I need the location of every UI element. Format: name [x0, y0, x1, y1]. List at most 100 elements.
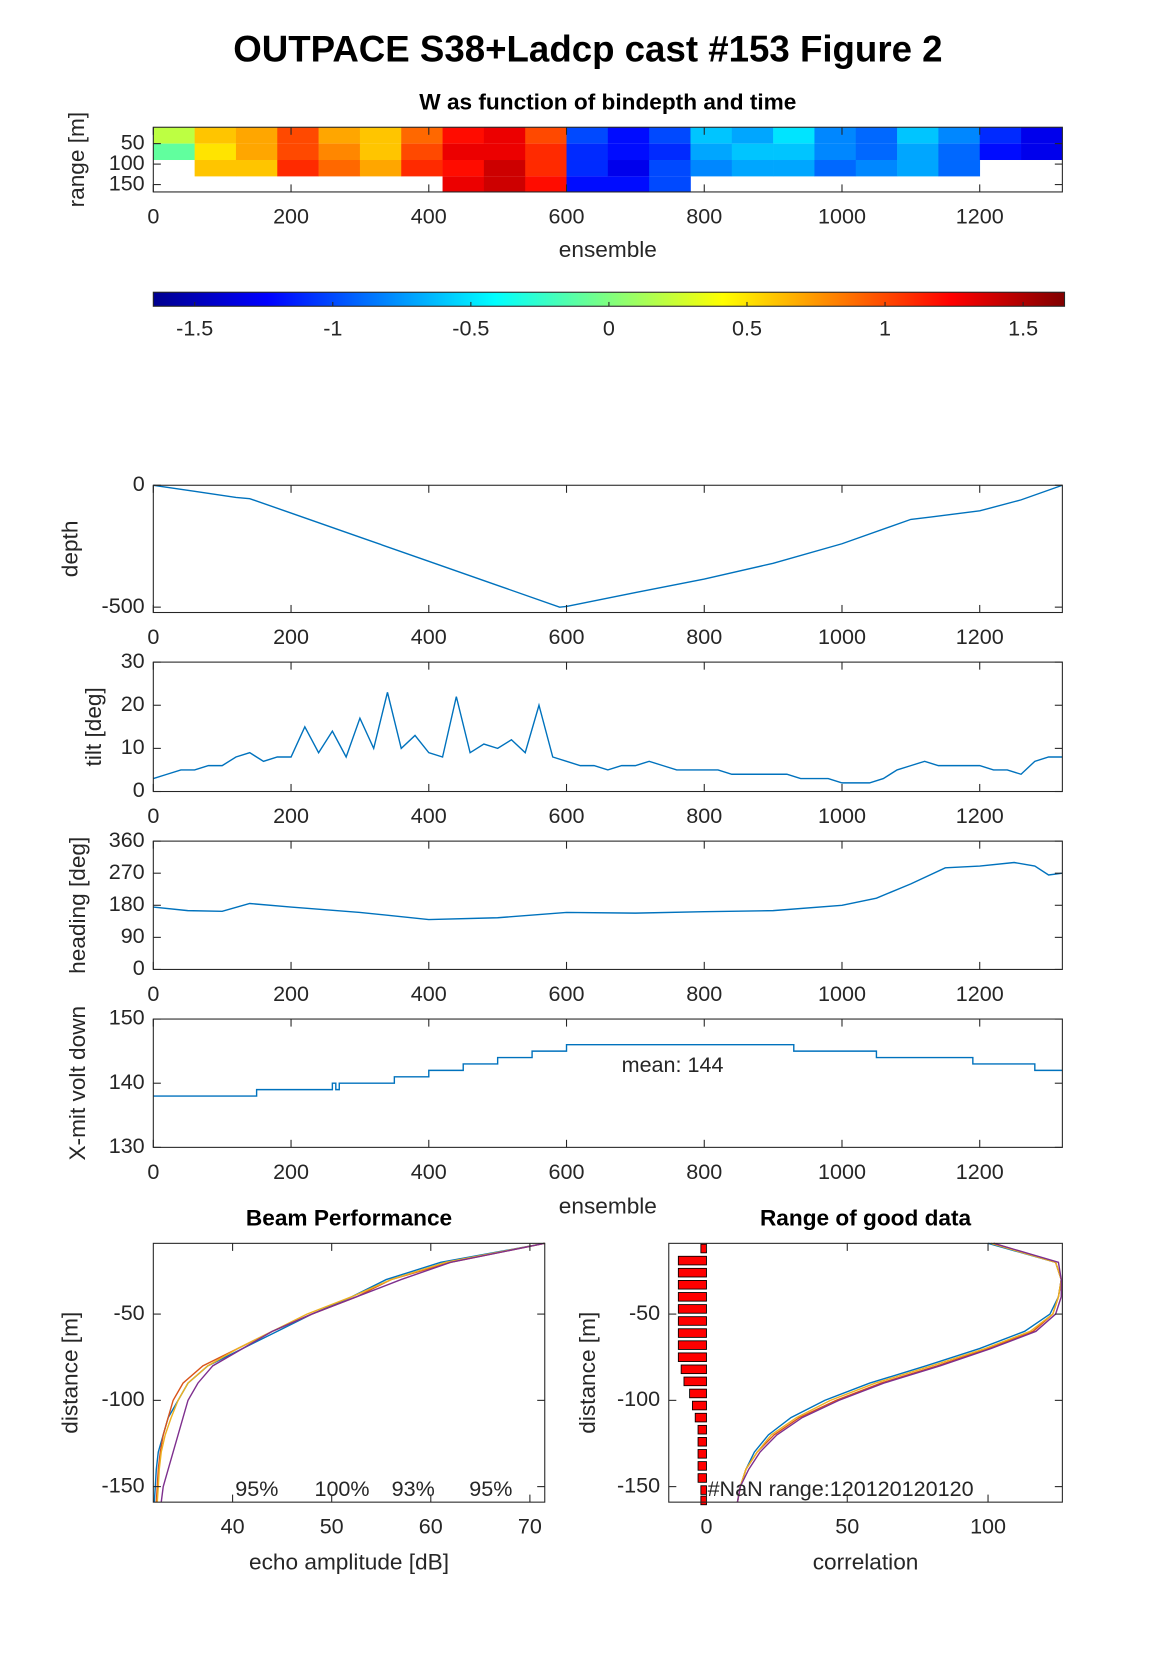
x-tick-label: 50: [835, 1514, 859, 1539]
heatmap-cell: [566, 160, 609, 177]
y-tick-label: 0: [133, 777, 145, 802]
x-tick-label: 200: [273, 1159, 309, 1184]
heatmap-cell: [277, 160, 319, 177]
heatmap-cell: [318, 160, 361, 177]
y-tick-label: 0: [133, 955, 145, 980]
heatmap-cell: [442, 143, 485, 161]
heatmap-cell: [401, 127, 443, 144]
heatmap-cell: [938, 160, 981, 177]
y-axis-label: heading [deg]: [65, 837, 90, 974]
heatmap-cell: [690, 160, 733, 177]
nan-bar: [697, 1449, 707, 1459]
x-axis-label: ensemble: [559, 237, 657, 262]
x-tick-label: 800: [686, 981, 722, 1006]
heatmap-cell: [483, 143, 526, 161]
heatmap-cell: [359, 127, 402, 144]
x-tick-label: 200: [273, 624, 309, 649]
x-tick-label: 600: [549, 204, 585, 229]
y-tick-label: 150: [109, 170, 145, 195]
heatmap-cell: [690, 143, 733, 161]
x-tick-label: 1000: [818, 624, 866, 649]
heatmap-cell: [194, 127, 237, 144]
x-tick-label: 1200: [956, 204, 1004, 229]
nan-bar: [697, 1461, 707, 1471]
heatmap-cell: [318, 127, 361, 144]
y-tick-label: -50: [629, 1300, 660, 1325]
x-tick-label: 800: [686, 803, 722, 828]
heatmap-cell: [235, 127, 278, 144]
x-tick-label: 1000: [818, 204, 866, 229]
beam-annotation: 93%: [392, 1476, 435, 1501]
heatmap-cell: [483, 176, 526, 192]
x-tick-label: 200: [273, 803, 309, 828]
heatmap-cell: [442, 127, 485, 144]
axes-frame: [152, 484, 1063, 614]
y-tick-label: 360: [109, 827, 145, 852]
beam-annotation: 95%: [469, 1476, 512, 1501]
heatmap-cell: [194, 143, 237, 161]
x-tick-label: 400: [411, 803, 447, 828]
y-tick-label: 270: [109, 859, 145, 884]
heatmap-cell: [897, 143, 939, 161]
x-tick-label: 200: [273, 981, 309, 1006]
x-tick-label: 1000: [818, 981, 866, 1006]
x-tick-label: 400: [411, 624, 447, 649]
nan-bar: [700, 1495, 707, 1506]
x-tick-label: 0: [147, 624, 159, 649]
heatmap-cell: [814, 143, 857, 161]
colorbar-tick-label: -1.5: [176, 316, 213, 341]
x-tick-label: 70: [518, 1514, 542, 1539]
x-tick-label: 800: [686, 1159, 722, 1184]
heatmap-cell: [607, 176, 650, 192]
x-axis-label: correlation: [813, 1550, 919, 1575]
heatmap-cell: [855, 127, 898, 144]
heatmap-cell: [277, 143, 319, 161]
nan-bar: [677, 1292, 707, 1302]
heatmap-cell: [359, 160, 402, 177]
heatmap-cell: [401, 160, 443, 177]
nan-bar: [677, 1304, 707, 1314]
y-axis-label: X-mit volt down: [65, 1006, 90, 1161]
heatmap-cell: [649, 176, 691, 192]
heatmap-cell: [814, 127, 857, 144]
y-axis-label: range [m]: [64, 112, 89, 208]
series-line: [160, 1242, 545, 1503]
heatmap-cell: [277, 127, 319, 144]
y-axis-label: distance [m]: [575, 1312, 600, 1434]
y-axis-label: depth: [57, 521, 82, 578]
x-tick-label: 1200: [956, 981, 1004, 1006]
heatmap-cell: [607, 143, 650, 161]
x-tick-label: 400: [411, 981, 447, 1006]
heatmap-cell: [235, 160, 278, 177]
x-tick-label: 0: [147, 803, 159, 828]
heatmap-cell: [938, 143, 981, 161]
heatmap-cell: [855, 160, 898, 177]
x-tick-label: 400: [411, 204, 447, 229]
x-tick-label: 600: [549, 981, 585, 1006]
nan-bar: [677, 1328, 707, 1338]
colorbar-tick-label: 1.5: [1008, 316, 1038, 341]
x-tick-label: 0: [147, 981, 159, 1006]
y-tick-label: -500: [102, 593, 145, 618]
heatmap-cell: [897, 160, 939, 177]
y-axis-label: distance [m]: [57, 1312, 82, 1434]
x-tick-label: 1000: [818, 803, 866, 828]
x-tick-label: 1200: [956, 624, 1004, 649]
y-tick-label: 100: [109, 150, 145, 175]
heatmap-cell: [979, 127, 1022, 144]
nan-bar: [677, 1255, 707, 1266]
series-line: [153, 1044, 1063, 1097]
heatmap-cell: [483, 127, 526, 144]
series-line: [736, 1242, 1062, 1503]
y-tick-label: 90: [121, 923, 145, 948]
heatmap-cell: [525, 127, 567, 144]
figure-title: OUTPACE S38+Ladcp cast #153 Figure 2: [233, 28, 942, 69]
x-tick-label: 200: [273, 204, 309, 229]
x-tick-label: 600: [549, 624, 585, 649]
nan-bar: [700, 1485, 707, 1495]
x-tick-label: 60: [419, 1514, 443, 1539]
y-tick-label: 0: [133, 471, 145, 496]
heatmap-cell: [649, 143, 691, 161]
